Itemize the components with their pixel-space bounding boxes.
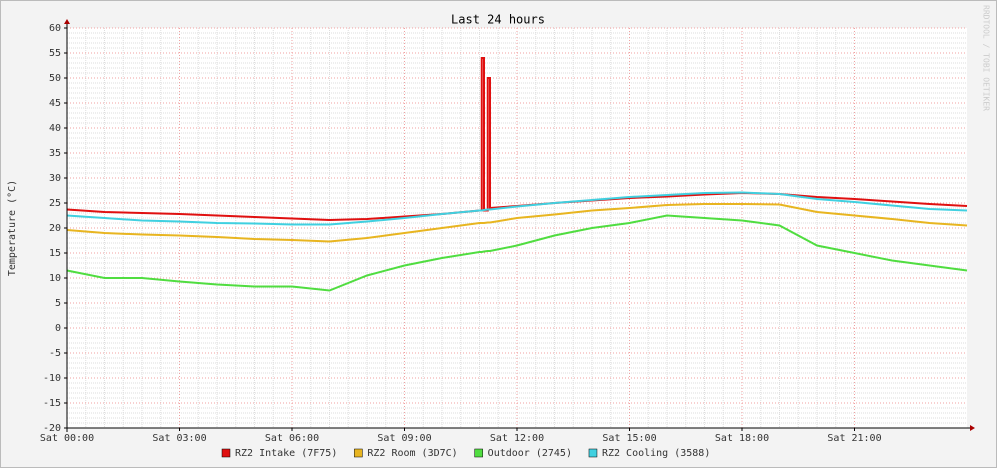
- lines: [66, 57, 968, 292]
- x-tick-label: Sat 00:00: [40, 433, 94, 444]
- y-arrow: [64, 19, 70, 24]
- y-tick-label: 25: [49, 198, 61, 209]
- series-line: [66, 203, 968, 243]
- watermark: RRDTOOL / TOBI OETIKER: [982, 5, 991, 111]
- x-tick-label: Sat 15:00: [602, 433, 656, 444]
- series-line: [66, 214, 968, 292]
- legend-label: RZ2 Cooling (3588): [602, 448, 710, 459]
- y-tick-label: 60: [49, 23, 61, 34]
- y-tick-label: -20: [43, 423, 61, 434]
- y-tick-label: -10: [43, 373, 61, 384]
- legend-label: RZ2 Intake (7F75): [235, 448, 337, 459]
- y-tick-label: 55: [49, 48, 61, 59]
- legend-swatch: [588, 448, 598, 458]
- y-tick-label: 15: [49, 248, 61, 259]
- y-tick-label: 35: [49, 148, 61, 159]
- x-tick-label: Sat 12:00: [490, 433, 544, 444]
- legend-label: RZ2 Room (3D7C): [367, 448, 457, 459]
- y-tick-label: 45: [49, 98, 61, 109]
- legend-swatch: [221, 448, 231, 458]
- y-tick-label: 30: [49, 173, 61, 184]
- x-tick-label: Sat 06:00: [265, 433, 319, 444]
- y-tick-label: 20: [49, 223, 61, 234]
- y-tick-label: 0: [55, 323, 61, 334]
- y-tick-label: -5: [49, 348, 61, 359]
- y-tick-label: 10: [49, 273, 61, 284]
- legend: RZ2 Intake (7F75) RZ2 Room (3D7C) Outdoor …: [221, 448, 710, 459]
- x-tick-label: Sat 18:00: [715, 433, 769, 444]
- x-tick-label: Sat 21:00: [827, 433, 881, 444]
- x-tick-label: Sat 03:00: [152, 433, 206, 444]
- y-tick-label: 50: [49, 73, 61, 84]
- y-tick-label: -15: [43, 398, 61, 409]
- y-axis-label: Temperature (°C): [7, 180, 18, 276]
- x-arrow: [970, 425, 975, 431]
- grid: [66, 27, 967, 429]
- legend-label: Outdoor (2745): [488, 448, 572, 459]
- series-line: [66, 191, 968, 226]
- legend-swatch: [354, 448, 363, 458]
- axes: -20 -15 -10 -5 0 5 10 15 20 25 30 35 40 45 50 55 60 Sat 0…: [40, 19, 975, 444]
- y-tick-label: 40: [49, 123, 61, 134]
- y-tick-label: 5: [55, 298, 61, 309]
- x-tick-label: Sat 09:00: [377, 433, 431, 444]
- chart-title: Last 24 hours: [451, 13, 545, 27]
- legend-swatch: [474, 448, 483, 458]
